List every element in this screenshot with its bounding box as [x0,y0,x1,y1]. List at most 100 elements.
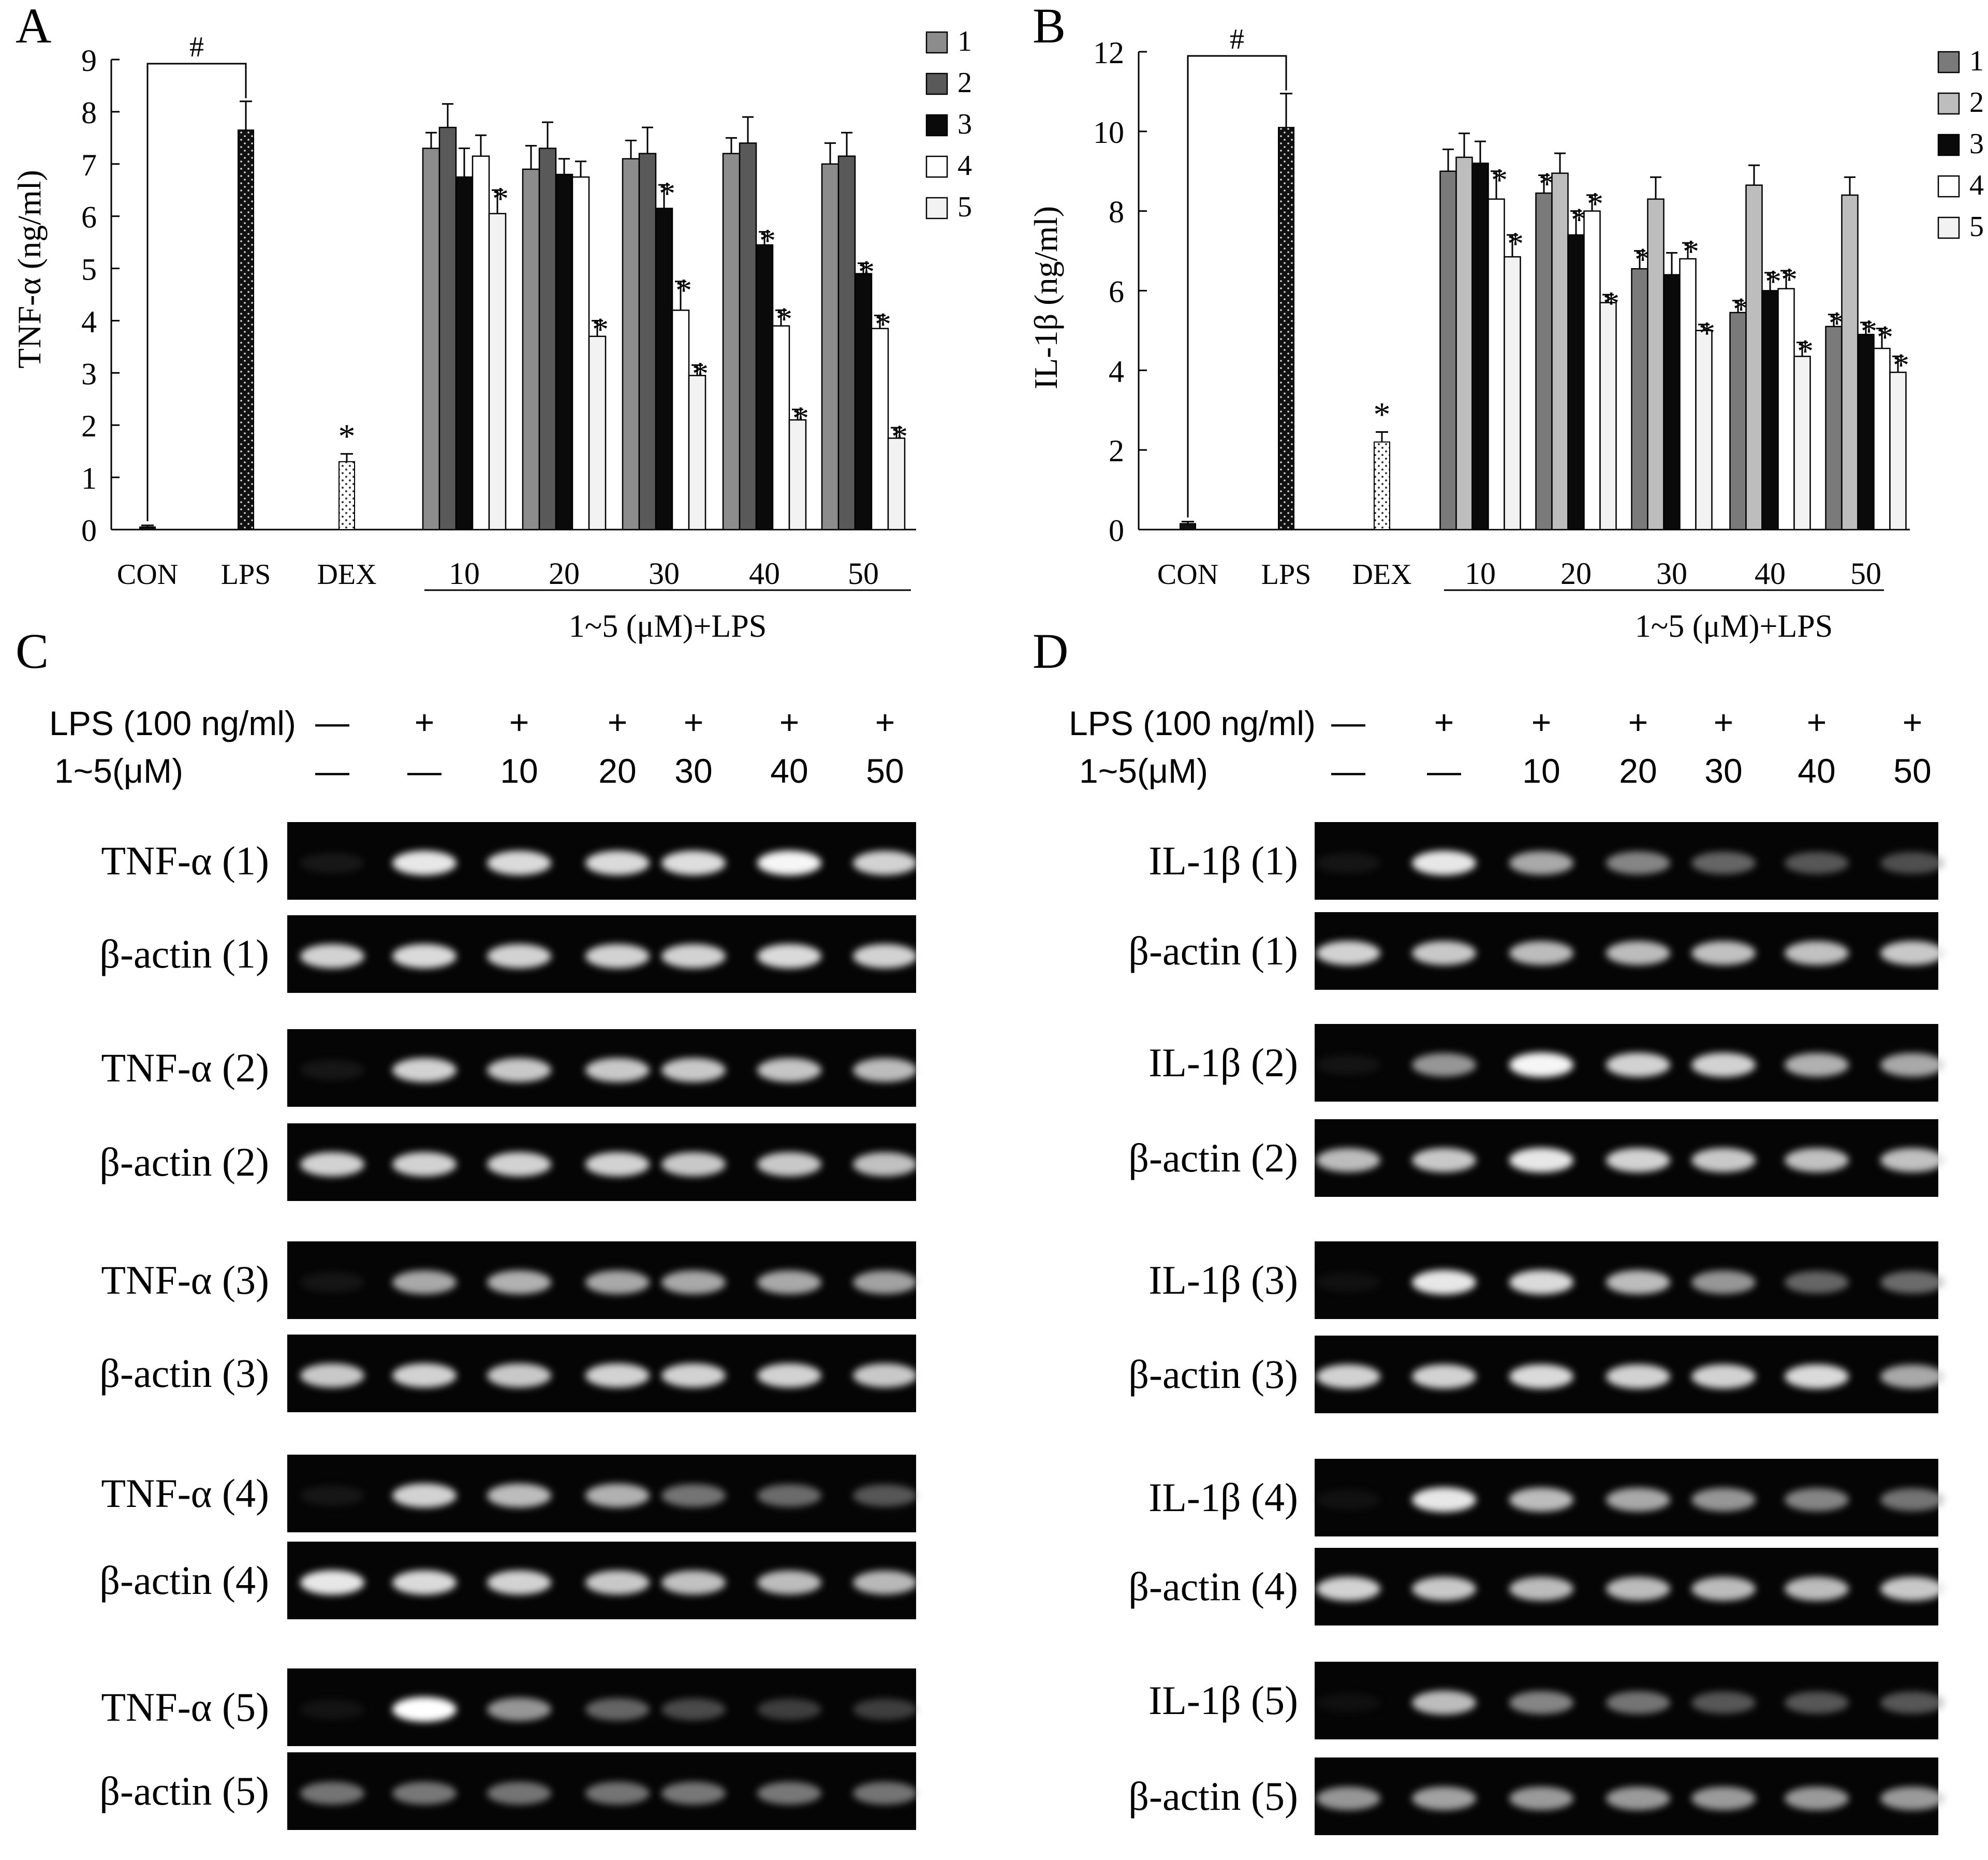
significance-star: * [592,311,609,347]
gel-row-label: TNF-α (2) [101,1045,269,1090]
lps-mark: + [1532,703,1552,741]
concentration-mark: 20 [598,752,636,790]
series-4-bar [772,325,790,531]
series-1-bar [622,158,640,531]
gel-band [1412,1690,1476,1715]
gel-band [661,1570,726,1595]
gel-band [757,851,821,875]
gel-band [1412,851,1476,875]
x-category-label: LPS [221,559,271,591]
legend-swatch-5 [925,197,948,219]
gel-band [757,1058,821,1082]
x-category-label: 20 [549,556,580,591]
gel-band [1412,1487,1476,1512]
y-tick-label: 5 [81,253,97,287]
concentration-mark: 30 [1704,752,1742,790]
series-3-bar [1761,290,1779,531]
gel-band [661,1698,726,1720]
gel-row-label: IL-1β (2) [1148,1040,1298,1085]
gel-band [300,1570,364,1595]
gel-band [585,1058,650,1082]
significance-star: * [1374,396,1391,434]
gel-band [1412,1270,1476,1295]
concentration-mark: — [1427,752,1461,790]
gel-band [1412,1053,1476,1077]
series-4-bar [1488,198,1505,531]
lps-mark: — [315,703,349,741]
group-caption-a: 1~5 (μM)+LPS [569,609,767,644]
x-category-label: CON [1157,559,1218,591]
series-2-bar [837,155,856,531]
x-category-label: 10 [1465,556,1496,591]
lps-mark: + [1903,703,1923,741]
gel-c-rows: TNF-α (1) β-actin (1) TNF-α (2) β-actin (2)… [99,822,917,1830]
concentration-mark: 10 [1522,752,1560,790]
gel-band [1316,1693,1380,1712]
gel-band [1606,851,1670,875]
series-1-bar [1535,192,1553,531]
gel-band [1509,1487,1573,1512]
x-category-label: 50 [848,556,879,591]
significance-star: * [891,418,908,455]
concentration-mark: — [407,752,441,790]
gel-band [661,1270,726,1294]
y-tick-label: 6 [81,200,97,235]
series-3-bar [555,173,573,531]
legend-label-3: 3 [958,108,972,140]
gel-panel-c: LPS (100 ng/ml) 1~5(μM) — + + + + + + — — 10 20 30 4… [49,703,917,1830]
gel-band [1785,1148,1849,1173]
y-tick-label: 7 [81,148,97,182]
gel-row-label: β-actin (3) [99,1351,269,1396]
gel-band [1412,1576,1476,1601]
x-category-label: DEX [1352,559,1411,591]
gel-band [392,1570,456,1595]
y-tick-label: 4 [81,304,97,339]
gel-band [1785,1053,1849,1077]
y-tick-label: 0 [81,514,97,548]
series-4-bar [1777,288,1795,531]
legend-label-2: 2 [958,67,972,99]
gel-band [1880,1488,1945,1511]
significance-star: * [759,222,776,259]
gel-row-label: β-actin (1) [1128,928,1298,973]
y-tick-label: 8 [1109,195,1124,229]
gel-band [757,944,821,969]
y-axis-label-a: TNF-α (ng/ml) [11,170,48,369]
gel-band [757,1484,821,1507]
gel-band [1691,1488,1756,1512]
lps-mark: + [509,703,529,741]
x-category-label: 50 [1850,556,1881,591]
gel-band [1316,1148,1380,1173]
gel-band [1606,1691,1670,1714]
gel-band [300,1485,364,1506]
series-3-bar [755,244,774,531]
gel-band [1785,1576,1849,1601]
gel-band [1316,853,1380,873]
gel-band [392,1782,456,1805]
concentration-mark: 50 [1893,752,1931,790]
gel-band [853,1363,917,1388]
series-4-bar [571,176,590,531]
panel-letter-c: C [16,623,49,679]
legend-swatch-3 [925,114,948,137]
series-2-bar [638,153,657,531]
concentration-mark: — [315,752,349,790]
series-3-bar [1663,274,1681,531]
control-bar [1374,441,1390,530]
concentration-mark: 20 [1619,752,1657,790]
gel-band [1509,851,1573,875]
gel-band [853,1152,917,1177]
gel-row-label: β-actin (2) [99,1139,269,1184]
gel-band [300,1152,364,1177]
control-bar [139,526,156,531]
x-category-label: CON [117,559,178,591]
gel-band [487,1570,551,1595]
series-1-bar [1439,170,1457,531]
significance-star: * [1587,185,1603,222]
gel-band [757,1363,821,1388]
series-3-bar [655,208,673,531]
gel-band [661,851,726,875]
series-1-bar [522,168,540,531]
gel-band [1691,1576,1756,1601]
